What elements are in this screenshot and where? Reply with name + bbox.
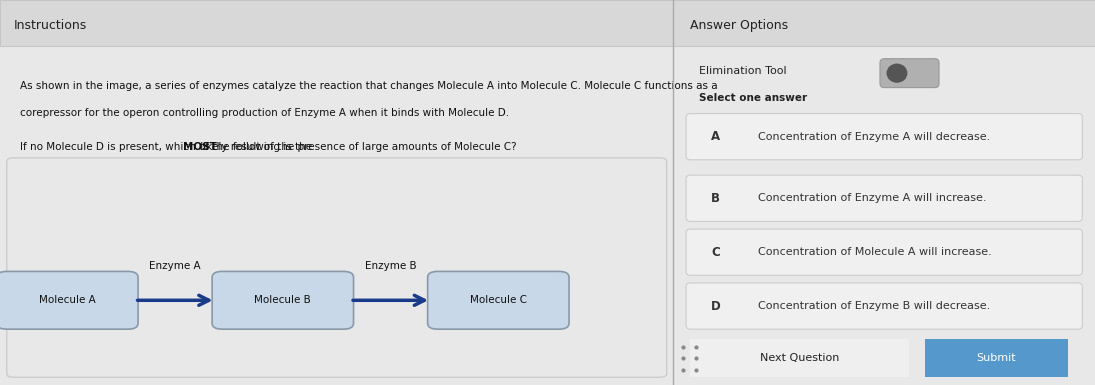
FancyBboxPatch shape	[687, 175, 1082, 221]
FancyBboxPatch shape	[212, 271, 354, 329]
Text: B: B	[711, 192, 721, 205]
FancyBboxPatch shape	[7, 158, 667, 377]
FancyBboxPatch shape	[428, 271, 569, 329]
FancyBboxPatch shape	[880, 59, 940, 87]
Text: Answer Options: Answer Options	[690, 18, 788, 32]
Text: Elimination Tool: Elimination Tool	[699, 66, 786, 76]
FancyBboxPatch shape	[679, 337, 920, 379]
Text: Submit: Submit	[977, 353, 1016, 363]
Text: Instructions: Instructions	[13, 18, 87, 32]
Text: A: A	[711, 130, 721, 143]
FancyBboxPatch shape	[673, 0, 1095, 46]
Text: If no Molecule D is present, which of the following is the: If no Molecule D is present, which of th…	[20, 142, 315, 152]
Text: Next Question: Next Question	[760, 353, 839, 363]
FancyBboxPatch shape	[687, 283, 1082, 329]
Text: corepressor for the operon controlling production of Enzyme A when it binds with: corepressor for the operon controlling p…	[20, 108, 509, 118]
Text: Molecule B: Molecule B	[254, 295, 311, 305]
Text: Enzyme B: Enzyme B	[365, 261, 416, 271]
FancyBboxPatch shape	[687, 229, 1082, 275]
Text: Concentration of Enzyme B will decrease.: Concentration of Enzyme B will decrease.	[758, 301, 990, 311]
FancyBboxPatch shape	[0, 271, 138, 329]
FancyBboxPatch shape	[0, 0, 673, 46]
Text: D: D	[711, 300, 721, 313]
Text: As shown in the image, a series of enzymes catalyze the reaction that changes Mo: As shown in the image, a series of enzym…	[20, 81, 718, 91]
FancyBboxPatch shape	[687, 114, 1082, 160]
Text: Molecule A: Molecule A	[39, 295, 95, 305]
Circle shape	[887, 64, 907, 82]
Text: Select one answer: Select one answer	[699, 93, 807, 103]
Text: Concentration of Enzyme A will increase.: Concentration of Enzyme A will increase.	[758, 193, 987, 203]
Text: Molecule C: Molecule C	[470, 295, 527, 305]
Text: likely result of the presence of large amounts of Molecule C?: likely result of the presence of large a…	[197, 142, 517, 152]
Text: Concentration of Enzyme A will decrease.: Concentration of Enzyme A will decrease.	[758, 132, 990, 142]
Text: MOST: MOST	[183, 142, 217, 152]
Text: C: C	[712, 246, 719, 259]
Text: Concentration of Molecule A will increase.: Concentration of Molecule A will increas…	[758, 247, 991, 257]
FancyBboxPatch shape	[918, 337, 1075, 379]
Text: Enzyme A: Enzyme A	[149, 261, 200, 271]
